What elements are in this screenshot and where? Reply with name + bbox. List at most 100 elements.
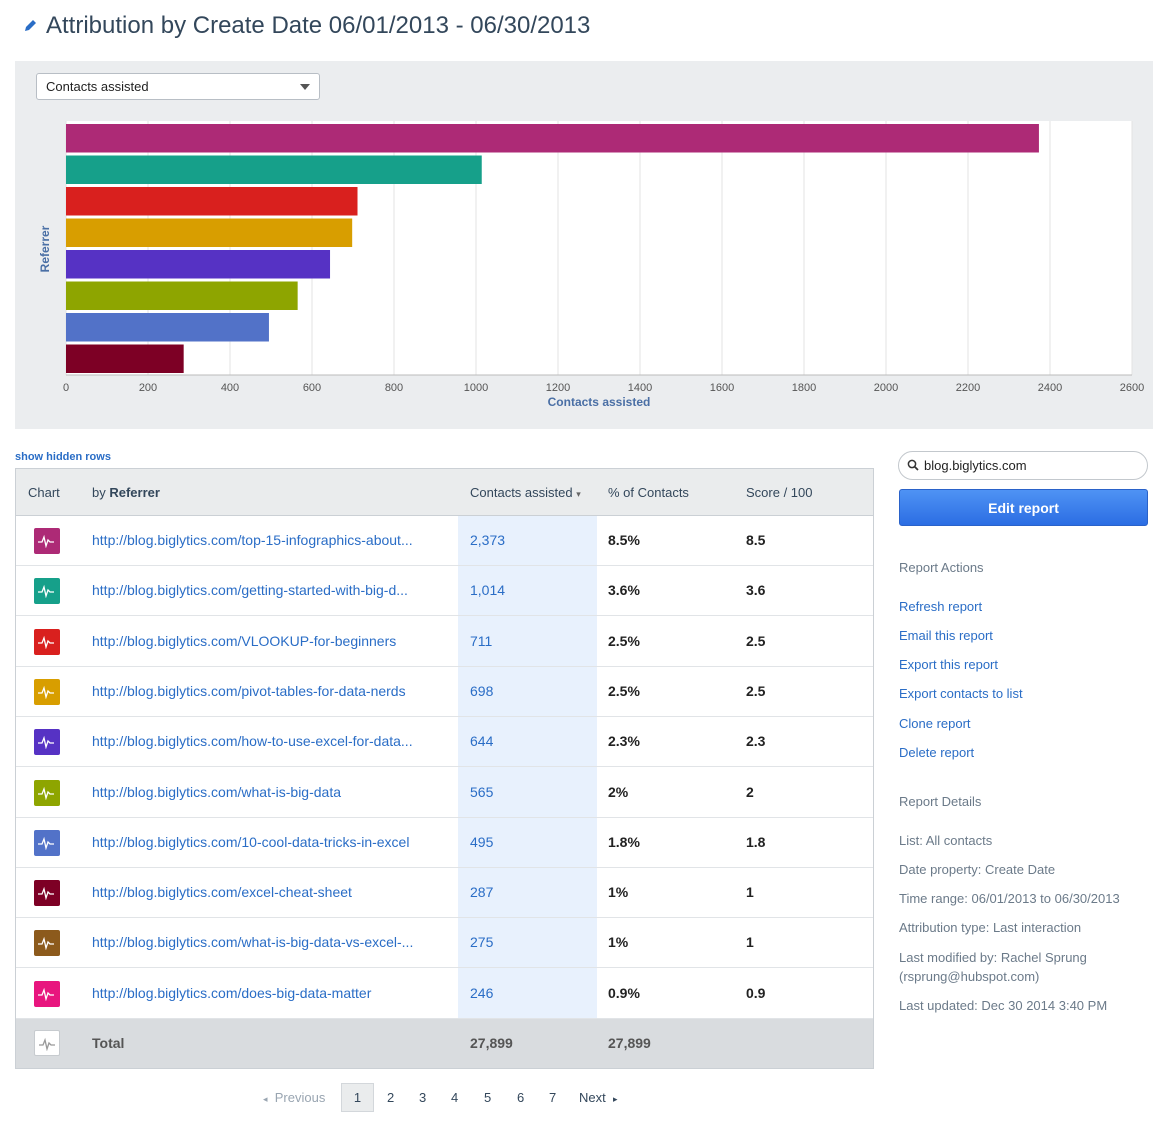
referrer-link[interactable]: http://blog.biglytics.com/10-cool-data-t… (92, 833, 410, 850)
contacts-assisted-value[interactable]: 2,373 (470, 532, 506, 548)
table-row: http://blog.biglytics.com/excel-cheat-sh… (16, 868, 873, 919)
export-report-link[interactable]: Export this report (899, 657, 998, 672)
referrer-link[interactable]: http://blog.biglytics.com/excel-cheat-sh… (92, 884, 352, 901)
sparkline-icon (38, 635, 54, 649)
referrer-link[interactable]: http://blog.biglytics.com/top-15-infogra… (92, 532, 413, 548)
page-button-4[interactable]: 4 (451, 1090, 459, 1105)
detail-list: List: All contacts (899, 833, 993, 848)
row-chart-toggle[interactable] (34, 930, 60, 957)
y-axis-label: Referrer (38, 225, 52, 272)
row-chart-toggle[interactable] (34, 628, 60, 655)
row-chart-toggle[interactable] (34, 578, 60, 605)
score-value: 8.5 (746, 532, 766, 548)
page-button-7[interactable]: 7 (549, 1090, 557, 1105)
score-value: 1 (746, 934, 754, 951)
bar (66, 218, 353, 247)
contacts-assisted-value[interactable]: 495 (470, 833, 494, 850)
row-chart-toggle[interactable] (34, 729, 60, 756)
clone-report-link[interactable]: Clone report (899, 716, 971, 731)
report-details-heading: Report Details (899, 794, 982, 809)
detail-last-modified: Last modified by: Rachel Sprung (rsprung… (899, 950, 1087, 984)
row-chart-toggle[interactable] (34, 779, 60, 806)
row-chart-toggle[interactable] (34, 678, 60, 705)
email-report-link[interactable]: Email this report (899, 628, 993, 643)
row-chart-toggle[interactable] (34, 880, 60, 907)
contacts-assisted-value[interactable]: 287 (470, 884, 494, 901)
header-referrer[interactable]: by Referrer (92, 485, 160, 500)
x-tick-label: 800 (385, 382, 403, 394)
header-referrer-label: Referrer (109, 485, 160, 500)
score-value: 3.6 (746, 582, 766, 599)
previous-page-button[interactable]: ◂ Previous (263, 1090, 325, 1105)
percent-value: 1% (608, 934, 629, 951)
score-value: 0.9 (746, 984, 766, 1001)
x-tick-label: 2000 (874, 382, 898, 394)
refresh-report-link[interactable]: Refresh report (899, 599, 983, 614)
row-chart-toggle[interactable] (34, 829, 60, 856)
score-value: 2.3 (746, 733, 766, 750)
page-button-2[interactable]: 2 (387, 1090, 395, 1105)
contacts-assisted-value[interactable]: 246 (470, 984, 494, 1001)
x-tick-label: 400 (221, 382, 239, 394)
bar-chart: 0 200 400 600 800 1000 1200 1400 1600 1800 2000 220… (38, 121, 1144, 409)
referrer-link[interactable]: http://blog.biglytics.com/getting-starte… (92, 582, 408, 599)
percent-value: 0.9% (608, 984, 640, 1001)
delete-report-link[interactable]: Delete report (899, 745, 975, 760)
contacts-assisted-value[interactable]: 275 (470, 934, 494, 951)
header-chart: Chart (28, 485, 60, 500)
pencil-edit-icon[interactable] (22, 18, 38, 34)
header-contacts-assisted[interactable]: Contacts assisted ▾ (470, 485, 581, 500)
referrer-link[interactable]: http://blog.biglytics.com/does-big-data-… (92, 984, 372, 1001)
row-chart-toggle[interactable] (34, 980, 60, 1007)
page-button-1[interactable]: 1 (341, 1083, 374, 1112)
referrer-link[interactable]: http://blog.biglytics.com/what-is-big-da… (92, 783, 341, 800)
next-page-button[interactable]: Next ▸ (579, 1090, 618, 1105)
bar (66, 250, 331, 279)
contacts-assisted-value[interactable]: 711 (470, 632, 493, 649)
referrer-link[interactable]: http://blog.biglytics.com/what-is-big-da… (92, 934, 414, 951)
row-chart-toggle[interactable] (34, 528, 60, 554)
x-tick-label: 200 (139, 382, 157, 394)
header-percent[interactable]: % of Contacts (608, 485, 689, 500)
table-row: http://blog.biglytics.com/pivot-tables-f… (16, 667, 873, 717)
sparkline-icon (38, 685, 54, 699)
next-label: Next (579, 1090, 606, 1105)
referrer-link[interactable]: http://blog.biglytics.com/VLOOKUP-for-be… (92, 632, 397, 649)
sparkline-icon (38, 937, 54, 951)
total-label: Total (92, 1035, 125, 1051)
export-contacts-link[interactable]: Export contacts to list (899, 686, 1023, 701)
referrer-table: Chart by Referrer Contacts assisted ▾ % … (15, 468, 874, 1069)
sparkline-icon (39, 1037, 55, 1051)
contacts-assisted-value[interactable]: 565 (470, 783, 494, 800)
previous-label: Previous (274, 1090, 326, 1105)
table-row: http://blog.biglytics.com/how-to-use-exc… (16, 717, 873, 768)
table-row: http://blog.biglytics.com/top-15-infogra… (16, 516, 873, 566)
sparkline-icon (38, 987, 54, 1001)
contacts-assisted-value[interactable]: 1,014 (470, 582, 506, 599)
header-score[interactable]: Score / 100 (746, 485, 813, 500)
detail-last-updated: Last updated: Dec 30 2014 3:40 PM (899, 998, 1108, 1013)
header-contacts-label: Contacts assisted (470, 485, 573, 500)
contacts-assisted-value[interactable]: 644 (470, 733, 494, 750)
x-tick-label: 1400 (628, 382, 652, 394)
page-button-3[interactable]: 3 (419, 1090, 427, 1105)
total-chart-toggle[interactable] (34, 1030, 60, 1056)
referrer-link[interactable]: http://blog.biglytics.com/how-to-use-exc… (92, 733, 413, 750)
percent-value: 3.6% (608, 582, 640, 599)
total-percent: 27,899 (608, 1035, 651, 1051)
referrer-link[interactable]: http://blog.biglytics.com/pivot-tables-f… (92, 682, 406, 699)
sorted-column-highlight (458, 516, 597, 1019)
page-button-5[interactable]: 5 (484, 1090, 492, 1105)
metric-select[interactable]: Contacts assisted (36, 73, 320, 100)
page-title-text: Attribution by Create Date 06/01/2013 - … (46, 12, 591, 39)
table-row: http://blog.biglytics.com/what-is-big-da… (16, 768, 873, 818)
score-value: 2.5 (746, 682, 766, 699)
score-value: 2.5 (746, 632, 766, 649)
contacts-assisted-value[interactable]: 698 (470, 682, 494, 699)
sparkline-icon (38, 836, 54, 850)
score-value: 1 (746, 884, 754, 901)
page-button-6[interactable]: 6 (517, 1090, 525, 1105)
edit-report-button[interactable]: Edit report (899, 489, 1148, 526)
search-input[interactable]: blog.biglytics.com (898, 451, 1148, 480)
show-hidden-rows-link[interactable]: show hidden rows (15, 451, 111, 463)
